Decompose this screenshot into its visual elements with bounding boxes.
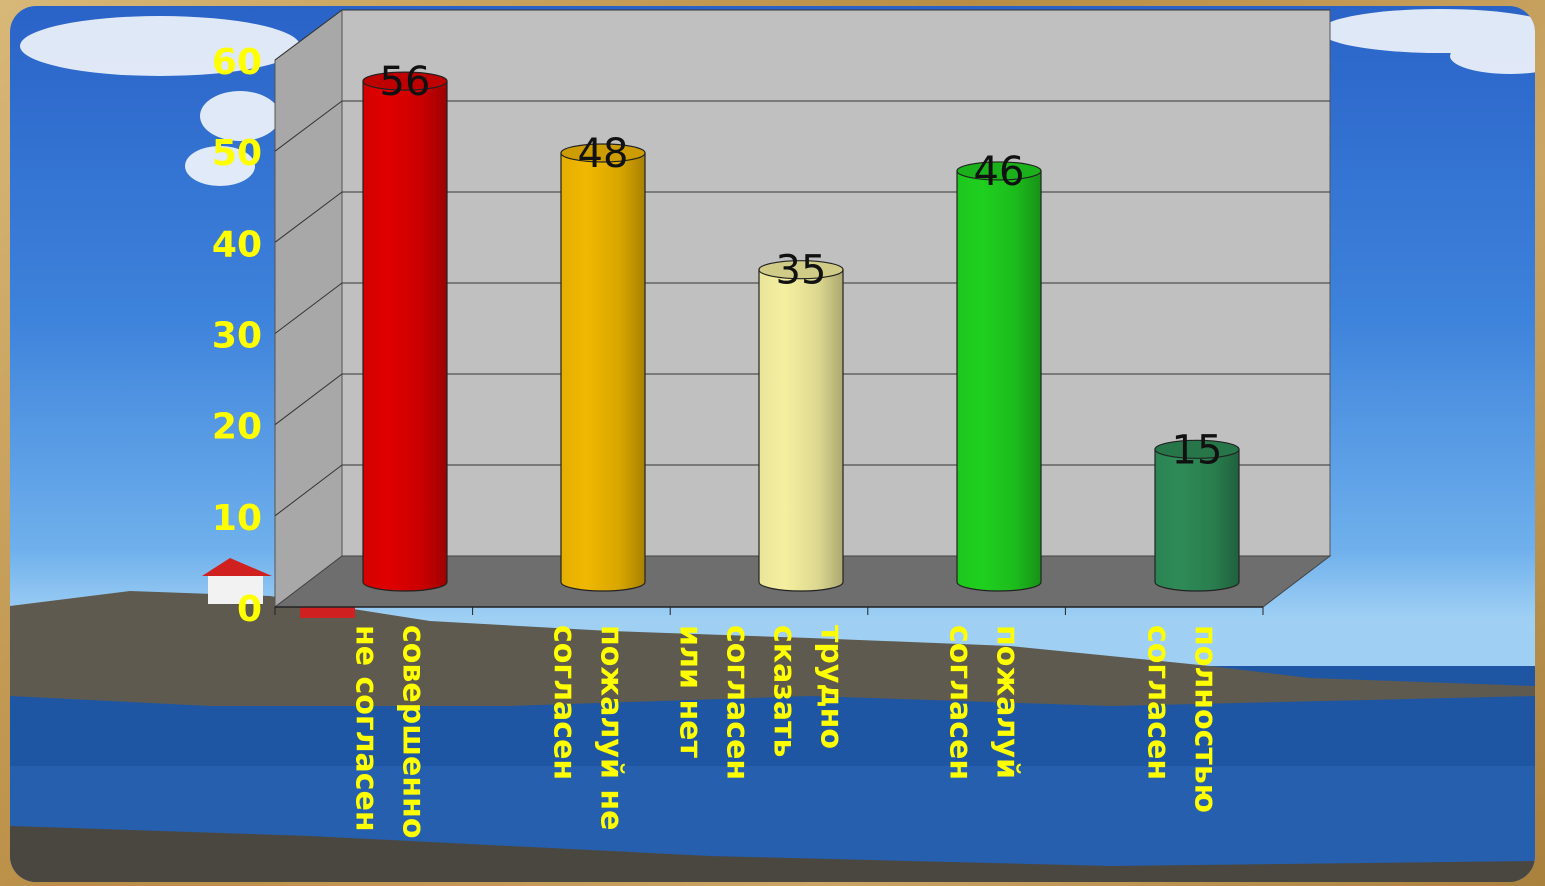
x-tick-label: трудно — [814, 625, 849, 749]
x-tick-label: пожалуй не — [594, 625, 629, 831]
bar-top — [956, 161, 1042, 181]
bar-body — [560, 152, 646, 592]
data-label: 15 — [1172, 427, 1223, 473]
bar-body — [362, 80, 448, 592]
x-tick-label: или нет — [673, 625, 708, 759]
y-tick-label: 30 — [212, 316, 262, 357]
x-tick-label: сказать — [767, 625, 802, 757]
gridline-side — [274, 9, 343, 61]
data-label: 35 — [776, 248, 827, 294]
x-tick-label: согласен — [943, 625, 978, 780]
bar-body — [956, 170, 1042, 592]
bar-top — [1154, 439, 1240, 459]
x-tick-label: согласен — [1141, 625, 1176, 780]
bar-2 — [560, 143, 646, 592]
y-tick-label: 50 — [212, 133, 262, 174]
y-tick-label: 10 — [212, 498, 262, 539]
x-tick-label: пожалуй — [990, 625, 1025, 779]
house — [202, 558, 355, 618]
x-tick-label: согласен — [720, 625, 755, 780]
y-tick-labels: 0 10 20 30 40 50 60 — [212, 42, 262, 630]
y-tick-label: 0 — [237, 589, 262, 630]
bar-body — [1154, 448, 1240, 592]
data-label: 46 — [974, 149, 1025, 195]
bars — [362, 71, 1240, 592]
bar-body — [758, 269, 844, 592]
bar-top — [560, 143, 646, 163]
gridline-side — [274, 373, 343, 426]
y-tick-label: 20 — [212, 407, 262, 448]
rocky-shore — [10, 591, 1535, 706]
x-tick-label: полностью — [1188, 625, 1223, 813]
y-tick-label: 60 — [212, 42, 262, 83]
bar-5 — [1154, 439, 1240, 592]
bar-3 — [758, 260, 844, 592]
bar-1 — [362, 71, 448, 592]
data-labels: 56 48 35 46 15 — [380, 59, 1223, 473]
bar-4 — [956, 161, 1042, 592]
gridline-side — [274, 464, 343, 517]
x-tick-label: согласен — [547, 625, 582, 780]
gridline-side — [274, 282, 343, 334]
data-label: 56 — [380, 59, 431, 105]
gridline-side — [274, 191, 343, 243]
bar-top — [758, 260, 844, 280]
clouds — [20, 9, 1535, 186]
y-tick-label: 40 — [212, 224, 262, 265]
x-tick-label: совершенно — [396, 625, 431, 838]
x-tick-label: не согласен — [349, 625, 384, 832]
bar-top — [362, 71, 448, 91]
data-label: 48 — [578, 131, 629, 177]
seaside-landscape — [10, 9, 1535, 882]
x-tick-labels: совершенно не согласен пожалуй не согласен т… — [349, 625, 1223, 838]
gridline-side — [274, 100, 343, 152]
